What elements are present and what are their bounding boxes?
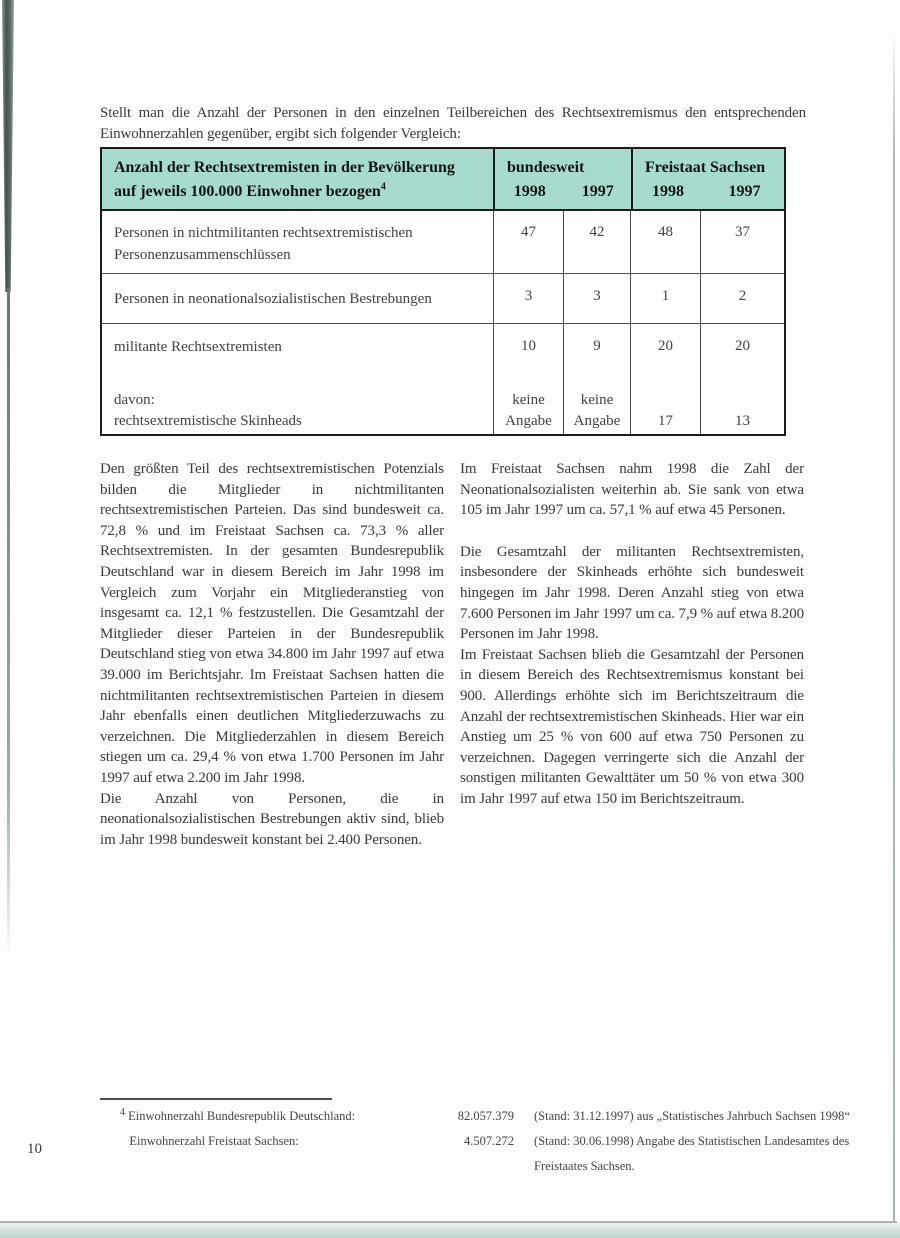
cell-value: 20 — [630, 324, 700, 390]
intro-paragraph: Stellt man die Anzahl der Personen in de… — [100, 105, 806, 142]
group-label-sachsen: Freistaat Sachsen — [645, 159, 766, 176]
page-number: 10 — [27, 1141, 42, 1157]
table-title-cell: Anzahl der Rechtsextremisten in der Bevö… — [102, 149, 493, 209]
left-column: Den größten Teil des rechtsextremistisch… — [100, 459, 444, 850]
paragraph: Im Freistaat Sachsen blieb die Gesamtzah… — [460, 646, 804, 807]
footnote-separator — [100, 1098, 332, 1100]
page-spine-shadow — [2, 0, 14, 292]
cell-value: 2 — [700, 274, 784, 323]
right-column: Im Freistaat Sachsen nahm 1998 die Zahl … — [460, 459, 804, 850]
column-group-bundesweit: bundesweit 1998 1997 — [493, 149, 631, 209]
table-header: Anzahl der Rechtsextremisten in der Bevö… — [102, 149, 784, 211]
cell-value: 37 — [700, 211, 784, 273]
paragraph: Im Freistaat Sachsen nahm 1998 die Zahl … — [460, 461, 804, 519]
footnote-value: 82.057.379 — [457, 1109, 514, 1123]
footnote-marker-ref: 4 — [380, 181, 386, 193]
table-title-line2: auf jeweils 100.000 Einwohner bezogen4 — [114, 181, 386, 200]
footnote-label: 4 Einwohnerzahl Bundesrepublik Deutschla… — [120, 1106, 356, 1123]
row-label: Personen in nichtmilitanten rechtsextrem… — [114, 225, 413, 263]
column-group-sachsen: Freistaat Sachsen 1998 1997 — [631, 149, 786, 209]
year-headers-sachsen: 1998 1997 — [633, 180, 786, 204]
page-edge-line-right — [893, 30, 895, 1222]
footnote-marker: 4 — [120, 1106, 125, 1118]
cell-value: 9 — [563, 324, 630, 390]
cell-value: 47 — [493, 211, 563, 273]
year-header: 1997 — [581, 183, 614, 200]
next-page-edge-band — [0, 1223, 900, 1238]
cell-value: 3 — [493, 274, 563, 323]
cell-value: 20 — [700, 324, 784, 390]
table-row: Personen in nichtmilitanten rechtsextrem… — [102, 211, 784, 274]
extremists-statistics-table: Anzahl der Rechtsextremisten in der Bevö… — [100, 147, 786, 436]
table-row: davon: rechtsextremistische Skinheads ke… — [102, 390, 784, 434]
row-label: Personen in neonationalsozialistischen B… — [114, 291, 432, 307]
footnote-label: 4 Einwohnerzahl Freistaat Sachsen: — [129, 1134, 299, 1148]
footnote-value: 4.507.272 — [464, 1134, 514, 1148]
footnote-grid: 4 Einwohnerzahl Bundesrepublik Deutschla… — [112, 1104, 850, 1179]
footnote: 4 Einwohnerzahl Bundesrepublik Deutschla… — [112, 1104, 850, 1179]
cell-value: 17 — [630, 390, 700, 434]
row-label: militante Rechtsextremisten — [114, 339, 282, 355]
row-label: davon: rechtsextremistische Skinheads — [102, 390, 493, 434]
paragraph: Die Gesamtzahl der militanten Rechtsextr… — [460, 543, 805, 643]
cell-value: 42 — [563, 211, 630, 273]
paragraph: Den größten Teil des rechtsextremistisch… — [100, 461, 444, 786]
cell-value: 3 — [563, 274, 630, 323]
cell-value: 13 — [700, 390, 784, 434]
table-row: Personen in neonationalsozialistischen B… — [102, 274, 784, 324]
body-text-columns: Den größten Teil des rechtsextremistisch… — [100, 459, 804, 850]
cell-value: 1 — [630, 274, 700, 323]
year-headers-bundesweit: 1998 1997 — [495, 180, 631, 204]
paragraph: Die Anzahl von Personen, die in neonatio… — [100, 790, 444, 848]
page-edge-line-left — [7, 288, 10, 958]
row-label-line1: davon: — [114, 392, 155, 408]
year-header: 1998 — [513, 183, 546, 200]
cell-value: keine Angabe — [493, 390, 563, 434]
year-header: 1997 — [728, 183, 761, 200]
year-header: 1998 — [652, 183, 684, 200]
footnote-note: (Stand: 30.06.1998) Angabe des Statistis… — [534, 1134, 850, 1173]
footnote-note: (Stand: 31.12.1997) aus „Statistisches J… — [534, 1109, 850, 1123]
table-title-line1: Anzahl der Rechtsextremisten in der Bevö… — [114, 159, 455, 176]
page-edge-line-bottom — [0, 1221, 897, 1223]
cell-value: 10 — [493, 324, 563, 390]
table-row: militante Rechtsextremisten 10 9 20 20 — [102, 324, 784, 390]
cell-value: keine Angabe — [563, 390, 630, 434]
row-label-line2: rechtsextremistische Skinheads — [114, 413, 302, 429]
group-label-bundesweit: bundesweit — [507, 159, 585, 176]
cell-value: 48 — [630, 211, 700, 273]
